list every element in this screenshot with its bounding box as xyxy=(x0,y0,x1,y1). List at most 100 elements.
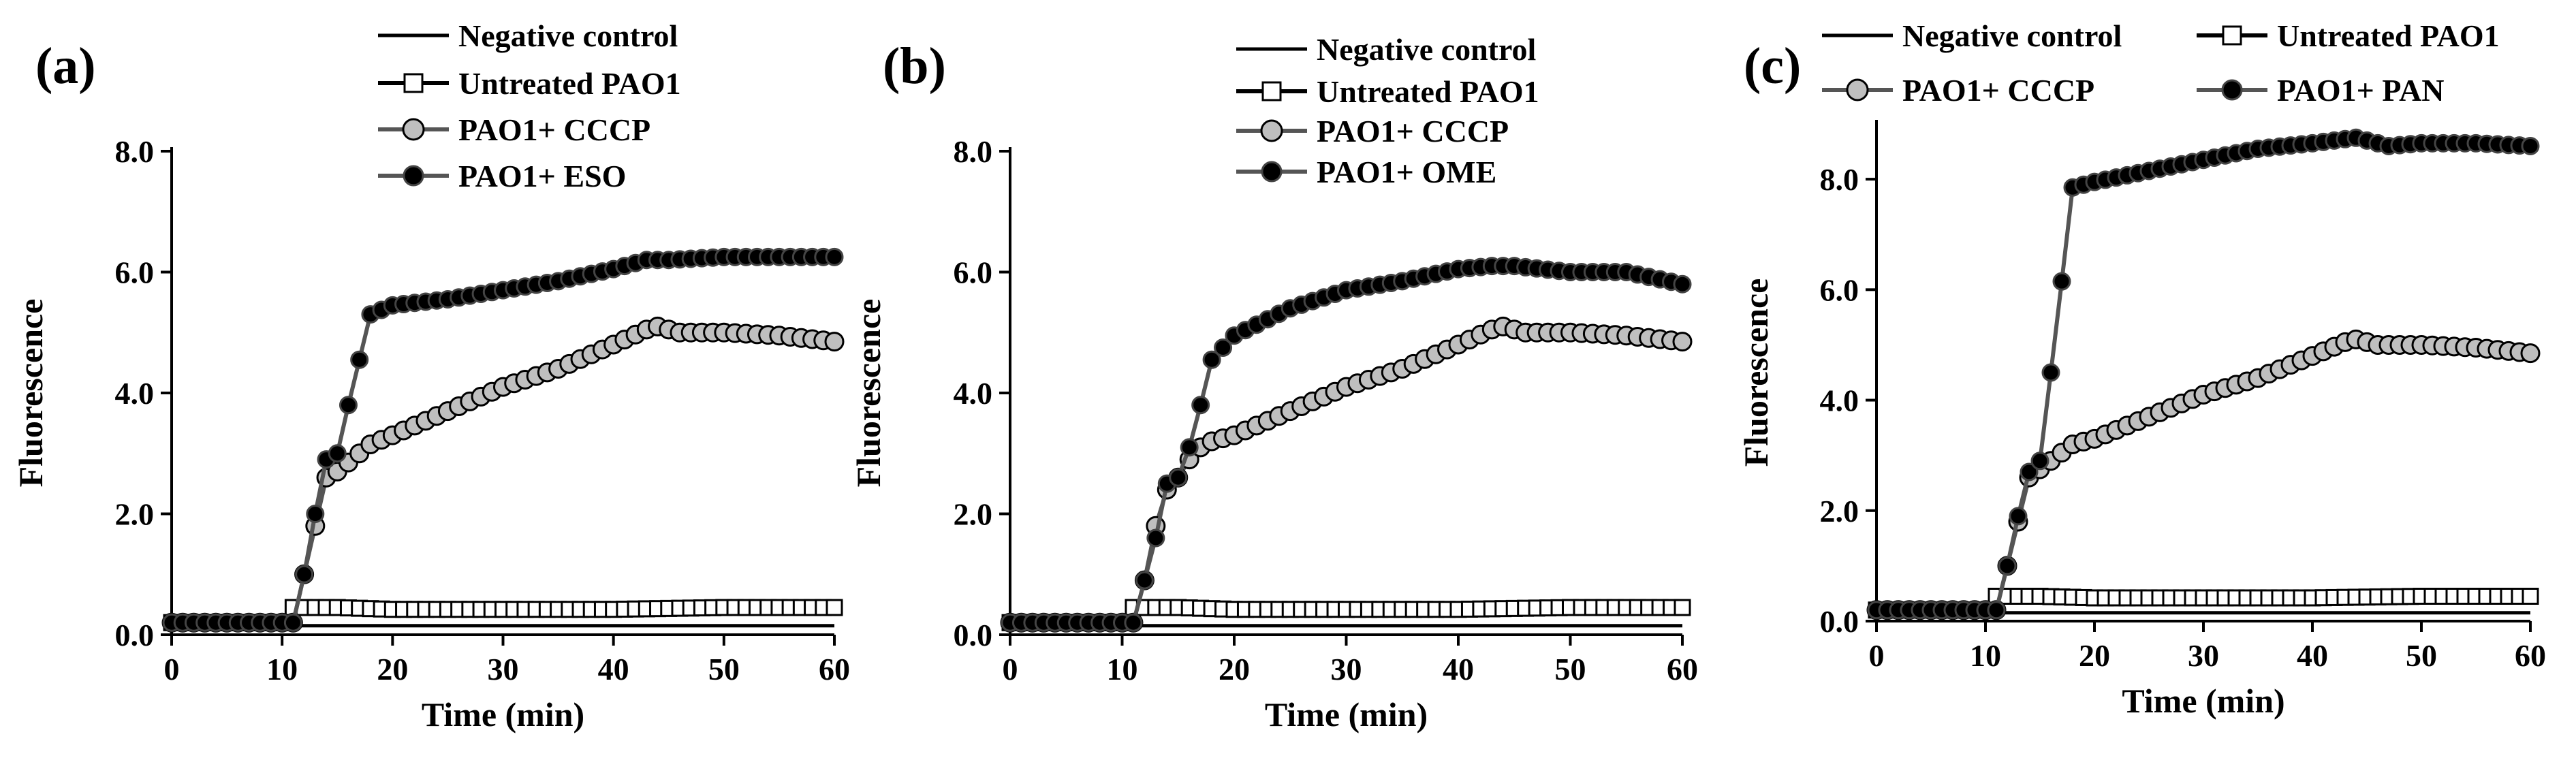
series-pao1-cccp xyxy=(1000,316,1693,633)
data-point xyxy=(1672,332,1693,352)
legend-marker xyxy=(1261,161,1283,183)
legend-entry: Untreated PAO1 xyxy=(1236,74,1539,109)
legend-entry: Untreated PAO1 xyxy=(378,66,681,101)
series-pao1-cccp xyxy=(1866,329,2541,620)
y-tick-label: 4.0 xyxy=(1820,383,1859,418)
data-point xyxy=(2520,343,2541,364)
legend-marker xyxy=(2221,79,2243,101)
data-point xyxy=(1202,350,1221,369)
data-point xyxy=(2009,507,2028,526)
x-tick-label: 30 xyxy=(2188,638,2219,673)
legend-entry: Negative control xyxy=(1822,18,2122,53)
data-point xyxy=(825,247,844,266)
y-tick-label: 4.0 xyxy=(115,376,155,411)
data-point xyxy=(824,332,845,352)
legend-label: PAO1+ OME xyxy=(1317,155,1496,189)
x-tick-label: 20 xyxy=(377,652,408,686)
data-point xyxy=(2020,462,2039,481)
data-point xyxy=(2041,363,2060,382)
x-tick-label: 20 xyxy=(2079,638,2110,673)
x-tick-label: 40 xyxy=(2297,638,2328,673)
legend-entry: Untreated PAO1 xyxy=(2197,18,2500,53)
series-line xyxy=(172,324,835,625)
legend-entry: Negative control xyxy=(378,18,678,53)
legend-label: PAO1+ CCCP xyxy=(458,112,650,147)
legend-entry: PAO1+ PAN xyxy=(2197,73,2445,108)
series-line xyxy=(1010,324,1683,625)
y-tick-label: 6.0 xyxy=(115,255,155,290)
y-tick-label: 8.0 xyxy=(954,134,993,169)
x-tick-label: 0 xyxy=(1869,638,1885,673)
y-tick-label: 0.0 xyxy=(954,618,993,652)
data-point xyxy=(1169,468,1188,487)
series-pao1-ome xyxy=(1001,257,1692,632)
series-line xyxy=(1876,136,2531,612)
legend-label: Negative control xyxy=(458,18,678,53)
x-tick-label: 40 xyxy=(598,652,629,686)
legend-label: PAO1+ ESO xyxy=(458,159,626,193)
legend-label: PAO1+ PAN xyxy=(2277,73,2445,108)
data-point xyxy=(1987,601,2006,620)
data-point xyxy=(1180,438,1199,457)
y-tick-label: 4.0 xyxy=(954,376,993,411)
legend-marker xyxy=(403,73,424,93)
legend-label: Negative control xyxy=(1902,18,2122,53)
legend-marker xyxy=(402,118,425,141)
x-axis-label: Time (min) xyxy=(1265,695,1428,733)
legend-entry: PAO1+ CCCP xyxy=(378,112,650,147)
series-line xyxy=(1010,264,1683,625)
x-tick-label: 60 xyxy=(1667,652,1698,686)
panel-label: (c) xyxy=(1744,37,1801,95)
series-line xyxy=(172,255,834,625)
y-tick-label: 8.0 xyxy=(115,134,155,169)
data-point xyxy=(339,396,358,415)
x-tick-label: 30 xyxy=(488,652,519,686)
x-tick-label: 10 xyxy=(1970,638,2001,673)
data-point xyxy=(306,505,325,523)
data-point xyxy=(826,599,843,616)
y-axis-label: Fluorescence xyxy=(1737,279,1775,467)
data-point xyxy=(1673,274,1692,294)
legend-label: Negative control xyxy=(1317,32,1536,67)
y-tick-label: 2.0 xyxy=(954,497,993,532)
legend-entry: PAO1+ CCCP xyxy=(1822,73,2094,108)
data-point xyxy=(1998,556,2017,575)
x-axis-label: Time (min) xyxy=(422,695,584,733)
x-tick-label: 30 xyxy=(1331,652,1362,686)
series-pao1-eso xyxy=(162,247,844,632)
x-tick-label: 0 xyxy=(164,652,180,686)
chart-panel-3: 0 10 20 30 40 50 60 0.0 2.0 4.0 6.0 8.0 Time (min) Fl… xyxy=(1737,18,2546,720)
data-point xyxy=(1214,338,1233,357)
data-point xyxy=(1124,613,1143,632)
legend-marker xyxy=(1260,119,1283,142)
legend-entry: PAO1+ CCCP xyxy=(1236,114,1509,148)
legend-marker xyxy=(403,165,424,187)
data-point xyxy=(328,444,347,463)
series-pao1-pan xyxy=(1867,128,2540,620)
series-line xyxy=(1876,337,2531,612)
data-point xyxy=(2052,272,2071,291)
legend-marker xyxy=(1846,78,1869,101)
panel-label: (a) xyxy=(35,37,96,95)
data-point xyxy=(1146,528,1165,548)
y-tick-label: 0.0 xyxy=(1820,604,1859,639)
x-tick-label: 50 xyxy=(708,652,740,686)
legend-label: Untreated PAO1 xyxy=(458,66,681,101)
x-tick-label: 40 xyxy=(1443,652,1474,686)
legend-marker xyxy=(2222,25,2242,46)
x-tick-label: 50 xyxy=(1555,652,1586,686)
data-point xyxy=(2030,452,2049,471)
panel-label: (b) xyxy=(883,37,946,95)
data-point xyxy=(350,350,369,369)
y-tick-label: 6.0 xyxy=(954,255,993,290)
data-point xyxy=(1135,571,1154,590)
x-tick-label: 60 xyxy=(819,652,850,686)
legend-marker xyxy=(1261,81,1282,101)
x-axis-label: Time (min) xyxy=(2122,682,2284,720)
legend-entry: PAO1+ OME xyxy=(1236,155,1496,189)
y-tick-label: 0.0 xyxy=(115,618,155,652)
series-pao1-cccp xyxy=(161,316,845,633)
y-tick-label: 8.0 xyxy=(1820,162,1859,197)
x-tick-label: 10 xyxy=(1107,652,1138,686)
